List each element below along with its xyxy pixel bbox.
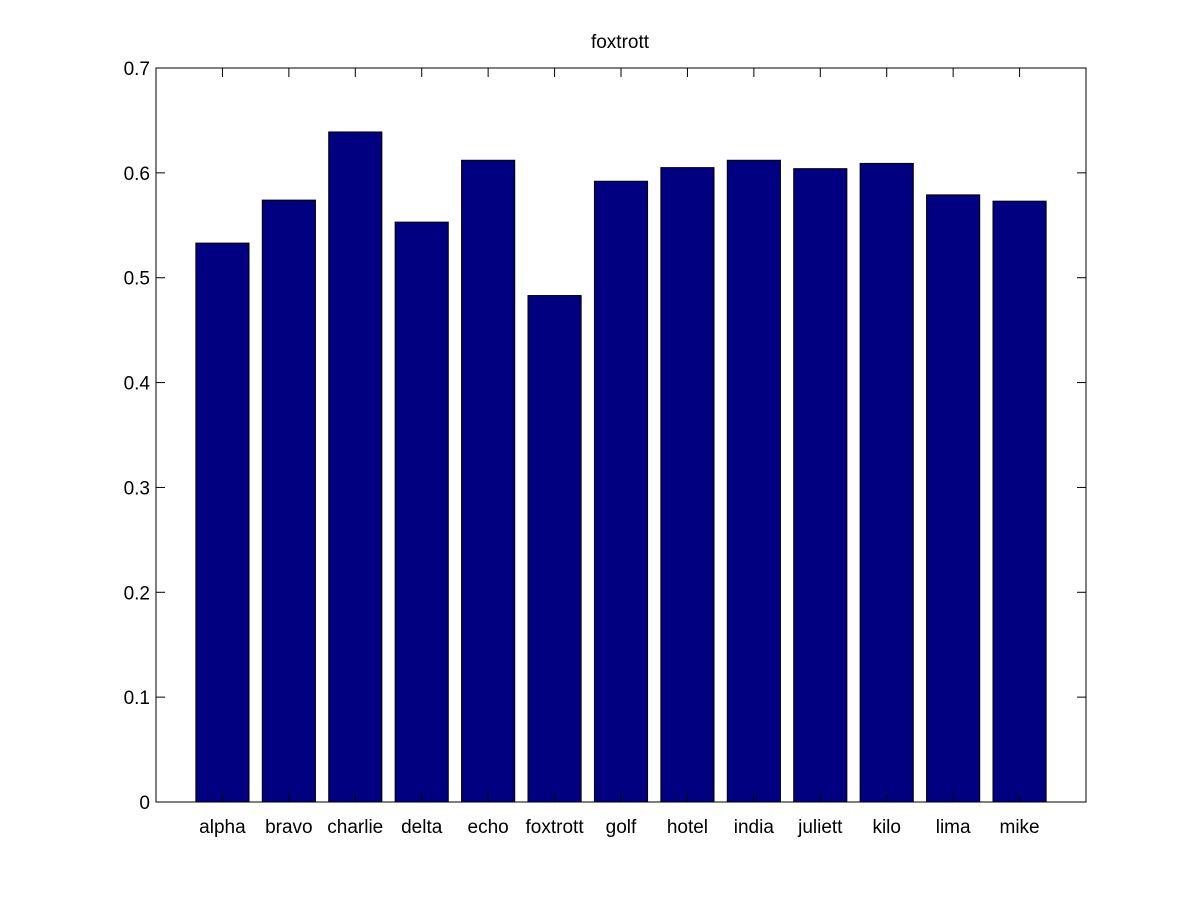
bar-juliett bbox=[793, 168, 848, 803]
x-tick-label-india: india bbox=[734, 817, 775, 838]
y-tick-label: 0.4 bbox=[124, 374, 151, 395]
x-tick-label-foxtrott: foxtrott bbox=[526, 817, 585, 838]
plot-area: 0 0.1 0.2 0.3 0.4 0.5 0.6 0.7 alpha bravo charlie d… bbox=[124, 59, 1087, 838]
bar-lima bbox=[926, 194, 981, 803]
x-tick-label-delta: delta bbox=[401, 817, 443, 838]
y-tick-label: 0.7 bbox=[124, 59, 150, 80]
x-tick-label-juliett: juliett bbox=[797, 817, 843, 838]
x-tick-label-golf: golf bbox=[606, 817, 637, 838]
x-tick-label-hotel: hotel bbox=[667, 817, 708, 838]
bar-golf bbox=[593, 180, 649, 803]
y-tick-label: 0.5 bbox=[124, 269, 150, 290]
bar-hotel bbox=[660, 167, 715, 803]
bar-kilo bbox=[859, 162, 914, 803]
y-tick-label: 0.1 bbox=[124, 688, 150, 709]
chart-title: foxtrott bbox=[591, 32, 650, 53]
y-tick-label: 0 bbox=[139, 793, 150, 814]
bar-echo bbox=[461, 159, 516, 803]
bar-mike bbox=[992, 200, 1047, 803]
bar-foxtrott bbox=[527, 295, 582, 803]
y-tick-label: 0.6 bbox=[124, 164, 150, 185]
y-tick-label: 0.2 bbox=[124, 583, 150, 604]
x-tick-label-bravo: bravo bbox=[265, 817, 313, 838]
x-tick-label-mike: mike bbox=[1000, 817, 1040, 838]
bar-delta bbox=[394, 221, 449, 803]
x-tick-label-lima: lima bbox=[936, 817, 971, 838]
bar-india bbox=[726, 159, 781, 803]
x-tick-label-echo: echo bbox=[468, 817, 509, 838]
bar-charlie bbox=[328, 131, 383, 803]
bar-bravo bbox=[261, 199, 316, 803]
x-tick-label-charlie: charlie bbox=[327, 817, 383, 838]
y-tick-label: 0.3 bbox=[124, 478, 150, 499]
x-tick-label-kilo: kilo bbox=[872, 817, 901, 838]
bar-alpha bbox=[195, 242, 250, 803]
x-tick-label-alpha: alpha bbox=[199, 817, 246, 838]
